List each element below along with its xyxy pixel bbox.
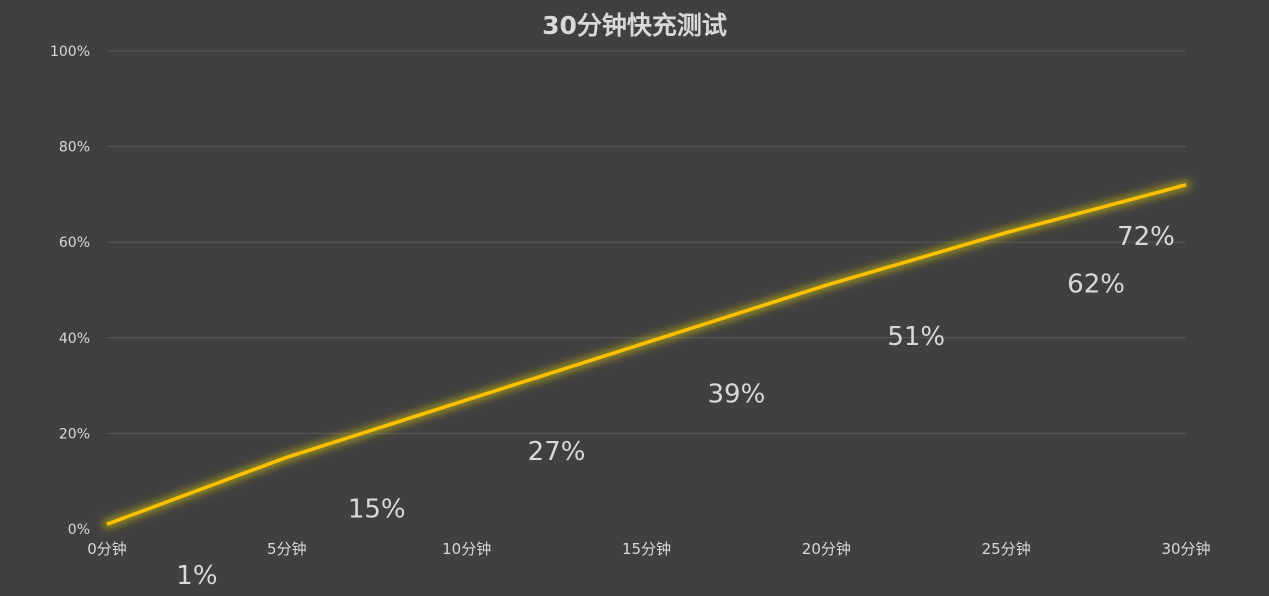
chart-title: 30分钟快充测试 (542, 11, 727, 40)
y-tick-label: 0% (68, 522, 90, 538)
y-tick-label: 80% (59, 140, 90, 156)
data-labels: 1% 15% 27% 39% 51% 62% 72% (176, 222, 1175, 591)
data-label: 51% (887, 322, 945, 352)
x-tick-label: 25分钟 (982, 540, 1031, 558)
y-axis-ticks: 0% 20% 40% 60% 80% 100% (50, 44, 90, 538)
series-line (106, 183, 1187, 526)
y-tick-label: 20% (59, 426, 90, 442)
y-tick-label: 40% (59, 331, 90, 347)
data-label: 72% (1117, 222, 1175, 252)
data-label: 39% (708, 380, 766, 410)
data-label: 62% (1067, 270, 1125, 300)
data-label: 1% (176, 561, 217, 591)
series-layer (102, 180, 1191, 529)
x-tick-label: 15分钟 (622, 540, 671, 558)
y-tick-label: 60% (59, 235, 90, 251)
x-tick-label: 10分钟 (442, 540, 491, 558)
series-line-glow (102, 180, 1191, 529)
data-label: 27% (528, 437, 586, 467)
x-axis-ticks: 0分钟 5分钟 10分钟 15分钟 20分钟 25分钟 30分钟 (87, 540, 1210, 558)
data-label: 15% (348, 494, 406, 524)
x-tick-label: 30分钟 (1161, 540, 1210, 558)
x-tick-label: 0分钟 (87, 540, 127, 558)
x-tick-label: 20分钟 (802, 540, 851, 558)
gridlines (107, 50, 1186, 434)
y-tick-label: 100% (50, 44, 90, 60)
x-tick-label: 5分钟 (267, 540, 307, 558)
